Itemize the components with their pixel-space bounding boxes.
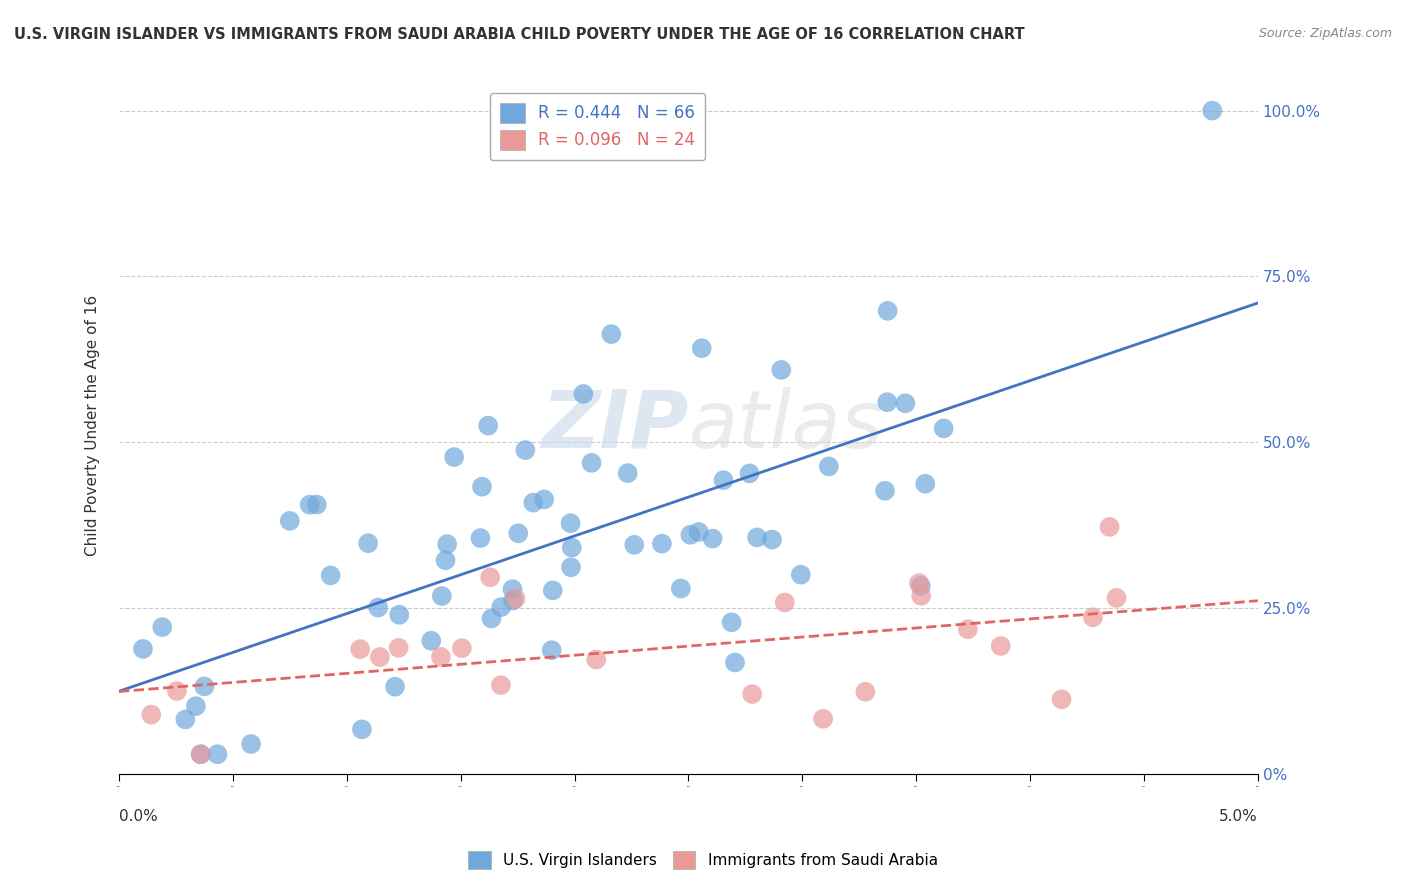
Point (388, 607, 411, 622)
Legend: U.S. Virgin Islanders, Immigrants from Saudi Arabia: U.S. Virgin Islanders, Immigrants from S… (463, 845, 943, 875)
Point (367, 600, 389, 615)
Point (1098, 520, 1121, 534)
Point (702, 532, 724, 546)
Point (489, 678, 512, 692)
Point (533, 492, 555, 507)
Point (470, 531, 492, 545)
Text: Source: ZipAtlas.com: Source: ZipAtlas.com (1258, 27, 1392, 40)
Point (560, 560, 582, 574)
Point (491, 600, 513, 615)
Point (651, 536, 673, 550)
Point (908, 576, 931, 591)
Point (150, 620, 173, 634)
Point (616, 466, 638, 480)
Point (190, 747, 212, 762)
Point (690, 341, 713, 355)
Y-axis label: Child Poverty Under the Age of 16: Child Poverty Under the Age of 16 (86, 295, 100, 557)
Point (508, 526, 530, 541)
Point (679, 528, 702, 542)
Point (990, 639, 1012, 653)
Point (207, 747, 229, 762)
Point (811, 712, 834, 726)
Point (1081, 610, 1104, 624)
Point (540, 643, 562, 657)
Point (166, 684, 188, 698)
Point (184, 699, 207, 714)
Point (1050, 692, 1073, 706)
Point (910, 579, 932, 593)
Point (174, 713, 197, 727)
Point (434, 553, 457, 567)
Point (894, 396, 917, 410)
Point (357, 536, 380, 550)
Point (720, 615, 742, 630)
Point (190, 747, 212, 762)
Point (384, 680, 406, 694)
Point (481, 611, 503, 625)
Point (669, 582, 692, 596)
Point (451, 641, 474, 656)
Point (436, 537, 458, 551)
Point (477, 418, 499, 433)
Point (761, 533, 783, 547)
Point (741, 687, 763, 701)
Point (585, 652, 607, 666)
Point (600, 327, 623, 342)
Point (560, 516, 582, 531)
Point (430, 589, 453, 603)
Point (956, 622, 979, 636)
Point (932, 421, 955, 435)
Point (581, 456, 603, 470)
Point (910, 589, 932, 603)
Point (914, 476, 936, 491)
Point (818, 459, 841, 474)
Point (430, 649, 453, 664)
Point (193, 680, 215, 694)
Point (388, 640, 411, 655)
Point (873, 483, 896, 498)
Point (688, 524, 710, 539)
Text: 0.0%: 0.0% (120, 809, 157, 824)
Point (319, 568, 342, 582)
Point (561, 541, 583, 555)
Point (738, 467, 761, 481)
Text: atlas: atlas (689, 387, 883, 465)
Text: ZIP: ZIP (541, 387, 689, 465)
Point (770, 363, 793, 377)
Point (876, 395, 898, 409)
Point (471, 480, 494, 494)
Point (713, 473, 735, 487)
Point (420, 633, 443, 648)
Point (305, 498, 328, 512)
Point (515, 443, 537, 458)
Point (350, 723, 373, 737)
Point (132, 642, 155, 657)
Point (623, 538, 645, 552)
Text: 5.0%: 5.0% (1219, 809, 1258, 824)
Point (1201, 103, 1223, 118)
Point (141, 707, 163, 722)
Point (240, 737, 263, 751)
Point (1105, 591, 1128, 605)
Point (502, 582, 524, 597)
Point (278, 514, 301, 528)
Point (502, 593, 524, 607)
Legend: R = 0.444   N = 66, R = 0.096   N = 24: R = 0.444 N = 66, R = 0.096 N = 24 (489, 93, 704, 160)
Point (298, 498, 321, 512)
Point (349, 642, 371, 657)
Text: U.S. VIRGIN ISLANDER VS IMMIGRANTS FROM SAUDI ARABIA CHILD POVERTY UNDER THE AGE: U.S. VIRGIN ISLANDER VS IMMIGRANTS FROM … (14, 27, 1025, 42)
Point (368, 650, 391, 665)
Point (505, 591, 527, 606)
Point (853, 685, 876, 699)
Point (876, 303, 898, 318)
Point (443, 450, 465, 464)
Point (522, 495, 544, 509)
Point (572, 387, 595, 401)
Point (479, 570, 502, 584)
Point (724, 656, 747, 670)
Point (745, 530, 768, 544)
Point (790, 567, 813, 582)
Point (773, 595, 796, 609)
Point (541, 583, 564, 598)
